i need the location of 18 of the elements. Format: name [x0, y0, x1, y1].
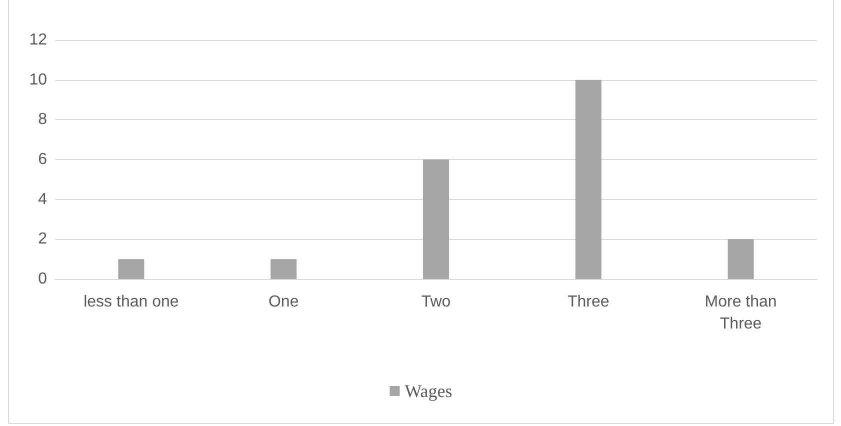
x-tick-label: More than Three: [704, 294, 777, 332]
y-tick-label: 0: [38, 270, 48, 288]
y-tick-label: 4: [38, 190, 48, 208]
y-tick-label: 12: [29, 32, 48, 48]
bar: [575, 80, 602, 279]
bar: [423, 160, 449, 279]
bar: [270, 259, 297, 279]
x-tick-label: less than one: [84, 294, 179, 310]
y-tick-label: 8: [38, 111, 48, 128]
y-tick-label: 10: [29, 71, 48, 88]
y-tick-label: 2: [38, 230, 48, 248]
bar: [728, 239, 754, 279]
y-tick-label: 6: [38, 151, 48, 168]
x-tick-label: Three: [568, 294, 610, 310]
bar: [118, 259, 144, 279]
x-tick-label: One: [268, 294, 299, 310]
legend-label: Wages: [404, 381, 452, 401]
x-tick-label: Two: [421, 294, 451, 310]
